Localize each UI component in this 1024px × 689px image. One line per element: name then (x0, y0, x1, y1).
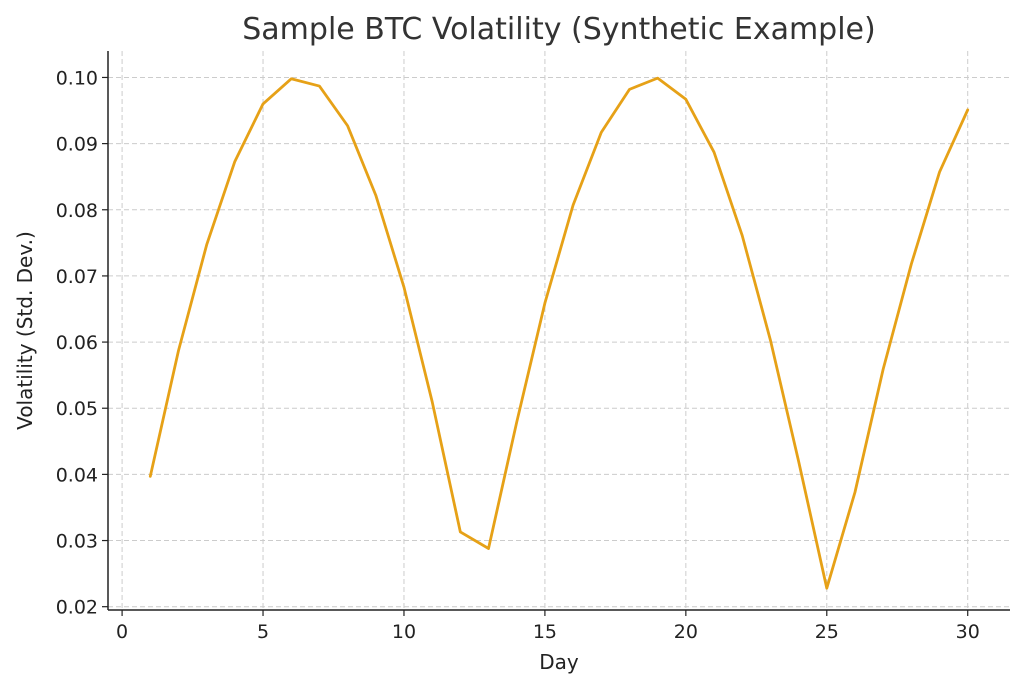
ticks-layer: 0 5 10 15 20 25 30 0.02 0.03 0.04 0.05 0.06 0.07 0.08… (56, 67, 980, 643)
grid-layer (108, 51, 1010, 610)
x-tick-label: 30 (956, 621, 980, 643)
y-tick-label: 0.10 (56, 67, 98, 89)
series-line (148, 76, 970, 590)
x-axis-label: Day (539, 650, 579, 674)
y-tick-label: 0.05 (56, 398, 98, 420)
x-tick-label: 5 (257, 621, 269, 643)
chart-title: Sample BTC Volatility (Synthetic Example… (242, 12, 875, 47)
y-tick-label: 0.08 (56, 200, 98, 222)
y-tick-label: 0.07 (56, 266, 98, 288)
axes-layer (107, 51, 1010, 611)
y-tick-label: 0.09 (56, 134, 98, 156)
y-tick-label: 0.04 (56, 464, 98, 486)
y-tick-label: 0.06 (56, 332, 98, 354)
x-tick-label: 0 (116, 621, 128, 643)
x-tick-label: 10 (392, 621, 416, 643)
x-tick-label: 15 (533, 621, 557, 643)
y-axis-label: Volatility (Std. Dev.) (13, 231, 37, 430)
series-layer (148, 76, 970, 590)
y-tick-label: 0.02 (56, 597, 98, 619)
x-tick-label: 25 (815, 621, 839, 643)
y-tick-label: 0.03 (56, 531, 98, 553)
x-tick-label: 20 (674, 621, 698, 643)
